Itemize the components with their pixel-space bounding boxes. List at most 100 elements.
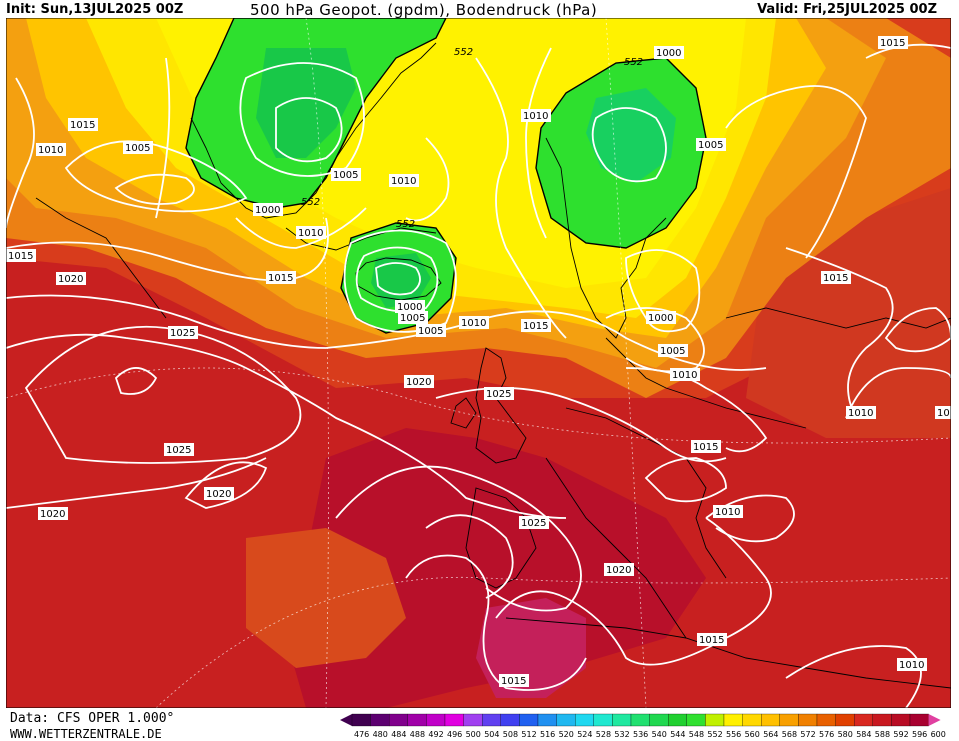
scale-swatch <box>537 713 557 727</box>
low-greenland-core <box>256 48 356 158</box>
valid-time: Valid: Fri,25JUL2025 00Z <box>757 2 937 17</box>
svg-text:1015: 1015 <box>523 321 548 332</box>
scale-label: 480 <box>373 730 388 739</box>
svg-text:552: 552 <box>624 57 643 68</box>
svg-text:552: 552 <box>454 47 473 58</box>
isobar-label: 1005 <box>658 344 688 357</box>
svg-text:10: 10 <box>937 408 950 419</box>
scale-label: 476 <box>354 730 369 739</box>
scale-arrow-left <box>340 714 352 726</box>
scale-swatch <box>891 713 911 727</box>
field-magenta <box>476 598 586 698</box>
scale-label: 536 <box>633 730 648 739</box>
header-bar: Init: Sun,13JUL2025 00Z 500 hPa Geopot. … <box>0 0 959 19</box>
isobars <box>6 43 951 708</box>
scale-swatch <box>556 713 576 727</box>
isobar-label: 1005 <box>331 168 361 181</box>
geopotential-contours <box>6 18 951 708</box>
svg-text:1025: 1025 <box>486 389 511 400</box>
isobar-label: 1015 <box>697 633 727 646</box>
scale-label: 596 <box>912 730 927 739</box>
scale-swatch <box>854 713 873 727</box>
scale-label: 548 <box>689 730 704 739</box>
svg-text:1025: 1025 <box>521 518 546 529</box>
scale-swatch <box>575 713 594 727</box>
isobar-label: 1010 <box>713 505 743 518</box>
isobar-label: 1015 <box>691 440 721 453</box>
scale-swatch <box>426 713 446 727</box>
scale-swatch <box>742 713 762 727</box>
scale-label: 500 <box>466 730 481 739</box>
data-source: Data: CFS OPER 1.000° <box>10 711 175 726</box>
svg-text:1005: 1005 <box>333 170 358 181</box>
isobar-label: 1005 <box>398 311 428 324</box>
svg-text:1025: 1025 <box>166 445 191 456</box>
scale-label: 588 <box>875 730 890 739</box>
map-title: 500 hPa Geopot. (gpdm), Bodendruck (hPa) <box>250 1 598 19</box>
scale-label: 504 <box>484 730 499 739</box>
isobar-label: 1025 <box>484 387 514 400</box>
scale-label: 512 <box>521 730 536 739</box>
svg-text:1010: 1010 <box>848 408 873 419</box>
scale-swatch <box>482 713 501 727</box>
scale-label: 564 <box>763 730 778 739</box>
isobar-label: 1020 <box>56 272 86 285</box>
svg-text:1010: 1010 <box>523 111 548 122</box>
field-orange-atlantic <box>246 528 406 668</box>
svg-text:552: 552 <box>396 219 415 230</box>
scale-swatch <box>909 713 929 727</box>
low-iceland-core <box>371 253 431 308</box>
geopot-labels: 552 552 552 552 <box>301 47 643 230</box>
svg-text:1020: 1020 <box>40 509 65 520</box>
svg-text:1005: 1005 <box>125 143 150 154</box>
isobar-label: 1010 <box>670 368 700 381</box>
scale-swatch <box>612 713 632 727</box>
scale-label: 600 <box>931 730 946 739</box>
svg-text:1010: 1010 <box>672 370 697 381</box>
svg-text:1005: 1005 <box>418 326 443 337</box>
scale-swatch <box>593 713 613 727</box>
isobar-label: 1015 <box>266 271 296 284</box>
scale-label: 540 <box>652 730 667 739</box>
isobar-label: 1010 <box>670 366 700 379</box>
scale-swatch <box>835 713 855 727</box>
svg-text:1010: 1010 <box>715 507 740 518</box>
svg-text:1000: 1000 <box>397 302 422 313</box>
scale-swatch <box>723 713 743 727</box>
isobar-label: 1020 <box>604 563 634 576</box>
scale-label: 552 <box>707 730 722 739</box>
scale-swatch <box>686 713 706 727</box>
scale-swatch <box>389 713 408 727</box>
svg-text:1015: 1015 <box>268 273 293 284</box>
svg-text:1020: 1020 <box>206 489 231 500</box>
scale-label: 524 <box>577 730 592 739</box>
isobar-label: 1020 <box>404 375 434 388</box>
scale-swatch <box>798 713 818 727</box>
weather-map: 1015 1010 1005 1000 1005 1010 1015 1020 … <box>6 18 951 708</box>
svg-text:1025: 1025 <box>170 328 195 339</box>
scale-label: 556 <box>726 730 741 739</box>
isobar-label: 1015 <box>68 118 98 131</box>
svg-text:1020: 1020 <box>406 377 431 388</box>
svg-text:1015: 1015 <box>880 38 905 49</box>
scale-swatch <box>500 713 520 727</box>
scale-label: 592 <box>893 730 908 739</box>
svg-text:1005: 1005 <box>698 140 723 151</box>
scale-label: 520 <box>559 730 574 739</box>
svg-text:1020: 1020 <box>606 565 631 576</box>
svg-text:1015: 1015 <box>70 120 95 131</box>
isobar-label: 1020 <box>204 487 234 500</box>
isobar-label: 1015 <box>499 674 529 687</box>
isobar-label: 1005 <box>416 324 446 337</box>
scale-label: 576 <box>819 730 834 739</box>
svg-text:1010: 1010 <box>899 660 924 671</box>
isobar-label: 1010 <box>389 174 419 187</box>
isobar-label: 1015 <box>878 36 908 49</box>
svg-text:1005: 1005 <box>660 346 685 357</box>
svg-text:1000: 1000 <box>255 205 280 216</box>
scale-swatch <box>816 713 836 727</box>
svg-text:1015: 1015 <box>693 442 718 453</box>
scale-label: 560 <box>745 730 760 739</box>
init-time: Init: Sun,13JUL2025 00Z <box>6 2 184 17</box>
field-crimson <box>286 428 706 708</box>
